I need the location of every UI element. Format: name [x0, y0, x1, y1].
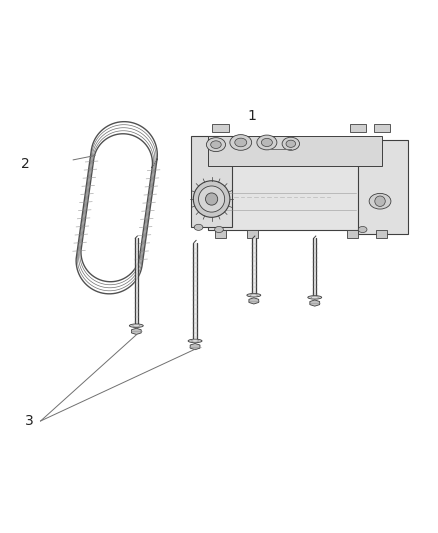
Polygon shape: [310, 300, 320, 306]
Bar: [358, 140, 408, 234]
Text: 1: 1: [247, 109, 256, 123]
Ellipse shape: [205, 193, 218, 205]
Ellipse shape: [193, 181, 230, 217]
Ellipse shape: [191, 340, 198, 342]
Bar: [247, 230, 258, 238]
Ellipse shape: [235, 138, 247, 147]
Ellipse shape: [215, 227, 223, 232]
Ellipse shape: [257, 135, 277, 150]
Ellipse shape: [369, 193, 391, 209]
Ellipse shape: [211, 141, 221, 149]
Bar: [212, 124, 229, 132]
Ellipse shape: [375, 196, 385, 206]
Bar: [208, 156, 382, 230]
Ellipse shape: [198, 186, 225, 212]
Text: 3: 3: [25, 414, 34, 428]
Bar: [350, 124, 366, 132]
Polygon shape: [85, 134, 148, 281]
Polygon shape: [249, 298, 259, 304]
Bar: [376, 230, 387, 238]
Bar: [374, 124, 390, 132]
Polygon shape: [190, 343, 200, 350]
Ellipse shape: [251, 294, 257, 296]
Ellipse shape: [247, 294, 261, 297]
Ellipse shape: [194, 224, 203, 230]
Bar: [215, 230, 226, 238]
Ellipse shape: [286, 140, 296, 147]
Ellipse shape: [261, 139, 272, 147]
Text: 2: 2: [21, 157, 30, 171]
Polygon shape: [131, 328, 141, 335]
Ellipse shape: [230, 135, 252, 150]
Bar: [208, 136, 382, 166]
Bar: [347, 230, 358, 238]
Ellipse shape: [188, 339, 202, 343]
Ellipse shape: [282, 137, 300, 150]
Ellipse shape: [206, 138, 226, 151]
Ellipse shape: [311, 296, 318, 298]
Ellipse shape: [129, 324, 143, 327]
Ellipse shape: [358, 227, 367, 232]
Bar: [191, 136, 232, 228]
Ellipse shape: [133, 325, 140, 327]
Ellipse shape: [308, 296, 322, 299]
